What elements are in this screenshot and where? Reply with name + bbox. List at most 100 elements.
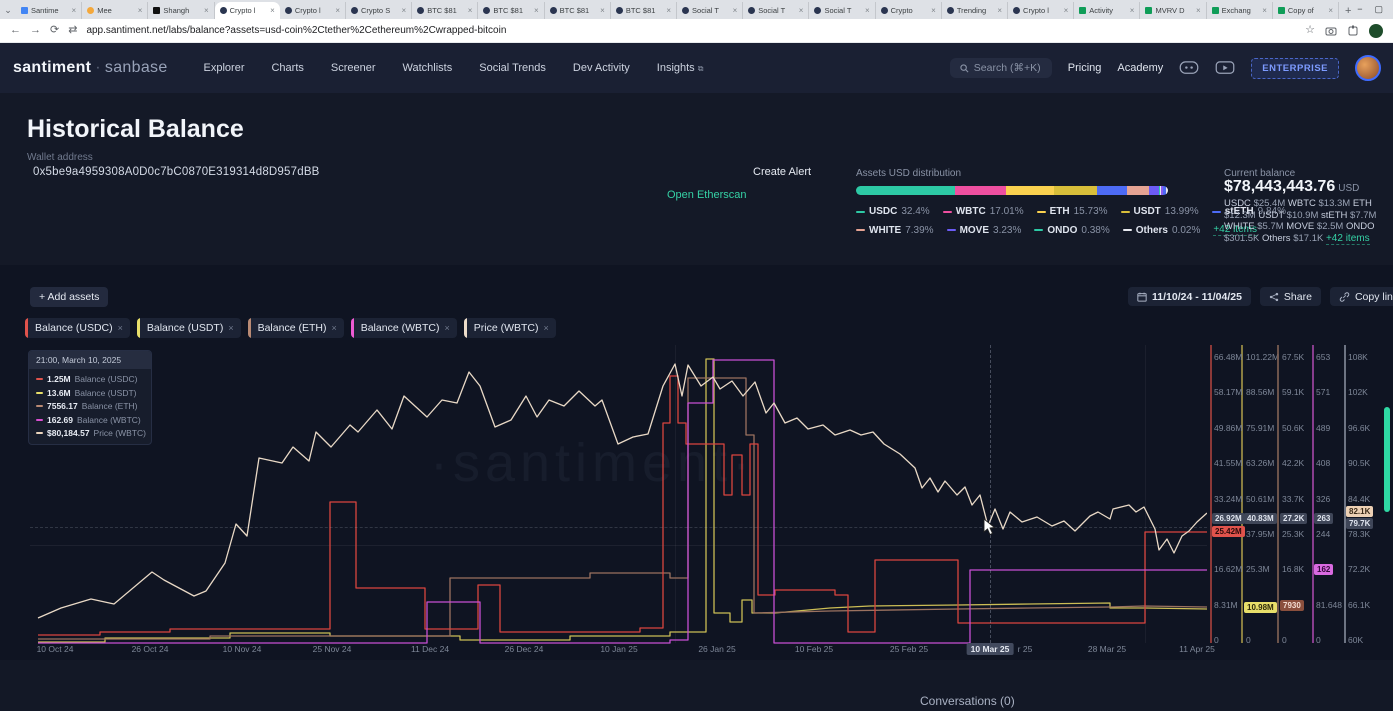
discord-icon[interactable] bbox=[1179, 61, 1199, 75]
create-alert-button[interactable]: Create Alert bbox=[753, 166, 811, 178]
santiment-sanbase-logo[interactable]: santiment·sanbase bbox=[13, 59, 168, 77]
tab-close-icon[interactable]: × bbox=[335, 7, 340, 15]
browser-tab[interactable]: Exchang× bbox=[1207, 2, 1273, 19]
tab-close-icon[interactable]: × bbox=[72, 7, 77, 15]
metric-chip-price-wbtc-[interactable]: Price (WBTC)× bbox=[464, 318, 556, 338]
browser-tab[interactable]: Trending× bbox=[942, 2, 1008, 19]
chip-remove-icon[interactable]: × bbox=[228, 323, 240, 333]
share-button[interactable]: Share bbox=[1260, 287, 1321, 306]
back-icon[interactable]: ← bbox=[10, 25, 21, 36]
tab-close-icon[interactable]: × bbox=[666, 7, 671, 15]
chip-remove-icon[interactable]: × bbox=[331, 323, 343, 333]
chip-remove-icon[interactable]: × bbox=[118, 323, 130, 333]
chip-remove-icon[interactable]: × bbox=[444, 323, 456, 333]
browser-tab[interactable]: Social T× bbox=[743, 2, 809, 19]
historical-balance-chart[interactable] bbox=[30, 345, 1207, 645]
nav-item-insights[interactable]: Insights⧉ bbox=[657, 62, 704, 74]
tab-close-icon[interactable]: × bbox=[865, 7, 870, 15]
tab-close-icon[interactable]: × bbox=[1262, 7, 1267, 15]
date-range-picker[interactable]: 11/10/24 - 11/04/25 bbox=[1128, 287, 1251, 306]
enterprise-button[interactable]: ENTERPRISE bbox=[1251, 58, 1339, 79]
browser-tab[interactable]: Crypto× bbox=[876, 2, 942, 19]
browser-tab[interactable]: Shangh× bbox=[148, 2, 214, 19]
tab-search-chevron-icon[interactable]: ⌄ bbox=[0, 5, 16, 19]
browser-tab[interactable]: BTC $81× bbox=[545, 2, 611, 19]
window-restore-button[interactable]: ▢ bbox=[1374, 4, 1383, 15]
nav-item-social-trends[interactable]: Social Trends bbox=[479, 62, 546, 74]
browser-tab[interactable]: BTC $81× bbox=[611, 2, 677, 19]
tab-close-icon[interactable]: × bbox=[997, 7, 1002, 15]
legend-asset-pct: 0.02% bbox=[1172, 225, 1200, 236]
tab-favicon bbox=[483, 7, 490, 14]
browser-tab[interactable]: Social T× bbox=[809, 2, 875, 19]
legend-dash-icon bbox=[1121, 211, 1130, 213]
balance-value: $78,443,443.76 bbox=[1224, 178, 1335, 195]
browser-tab[interactable]: Copy of× bbox=[1273, 2, 1339, 19]
nav-item-charts[interactable]: Charts bbox=[271, 62, 303, 74]
metric-chip-balance-usdt-[interactable]: Balance (USDT)× bbox=[137, 318, 241, 338]
metric-chip-balance-wbtc-[interactable]: Balance (WBTC)× bbox=[351, 318, 457, 338]
browser-tab[interactable]: MVRV D× bbox=[1140, 2, 1206, 19]
nav-item-explorer[interactable]: Explorer bbox=[204, 62, 245, 74]
tab-close-icon[interactable]: × bbox=[402, 7, 407, 15]
tab-close-icon[interactable]: × bbox=[138, 7, 143, 15]
tab-close-icon[interactable]: × bbox=[534, 7, 539, 15]
browser-tab[interactable]: Crypto l× bbox=[1008, 2, 1074, 19]
extensions-icon[interactable] bbox=[1347, 25, 1359, 37]
browser-tab[interactable]: Santime× bbox=[16, 2, 82, 19]
search-input[interactable]: Search (⌘+K) bbox=[950, 58, 1052, 78]
chip-remove-icon[interactable]: × bbox=[544, 323, 556, 333]
forward-icon[interactable]: → bbox=[30, 25, 41, 36]
browser-tab[interactable]: Activity× bbox=[1074, 2, 1140, 19]
browser-tab[interactable]: BTC $81× bbox=[412, 2, 478, 19]
bookmark-star-icon[interactable]: ☆ bbox=[1305, 25, 1315, 36]
tab-title: Social T bbox=[758, 6, 796, 15]
tab-close-icon[interactable]: × bbox=[1328, 7, 1333, 15]
tab-close-icon[interactable]: × bbox=[799, 7, 804, 15]
metric-chip-balance-eth-[interactable]: Balance (ETH)× bbox=[248, 318, 344, 338]
tab-close-icon[interactable]: × bbox=[270, 7, 275, 15]
tab-close-icon[interactable]: × bbox=[733, 7, 738, 15]
y-axis-line-wbtc bbox=[1312, 345, 1314, 643]
browser-tab[interactable]: Social T× bbox=[677, 2, 743, 19]
distribution-legend-row2: WHITE7.39%MOVE3.23%ONDO0.38%Others0.02%+… bbox=[856, 224, 1257, 236]
youtube-icon[interactable] bbox=[1215, 61, 1235, 75]
open-etherscan-link[interactable]: Open Etherscan bbox=[667, 189, 747, 201]
tab-close-icon[interactable]: × bbox=[204, 7, 209, 15]
window-minimize-button[interactable]: − bbox=[1357, 4, 1362, 15]
tab-close-icon[interactable]: × bbox=[1130, 7, 1135, 15]
conversations-link[interactable]: Conversations (0) bbox=[920, 694, 1015, 708]
browser-tab[interactable]: Mee× bbox=[82, 2, 148, 19]
y-axis-tick: 42.2K bbox=[1282, 458, 1304, 468]
new-tab-button[interactable]: + bbox=[1339, 5, 1357, 19]
tab-title: Activity bbox=[1089, 6, 1127, 15]
browser-tab[interactable]: BTC $81× bbox=[478, 2, 544, 19]
camera-icon[interactable] bbox=[1325, 25, 1337, 37]
chart-scroll-handle[interactable] bbox=[1384, 407, 1390, 512]
browser-tab[interactable]: Crypto S× bbox=[346, 2, 412, 19]
tab-close-icon[interactable]: × bbox=[931, 7, 936, 15]
add-assets-button[interactable]: + Add assets bbox=[30, 287, 108, 307]
nav-academy[interactable]: Academy bbox=[1117, 62, 1163, 74]
balance-more-items-link[interactable]: +42 items bbox=[1326, 233, 1370, 245]
browser-tab[interactable]: Crypto l× bbox=[215, 2, 280, 19]
nav-item-watchlists[interactable]: Watchlists bbox=[403, 62, 453, 74]
tab-close-icon[interactable]: × bbox=[1064, 7, 1069, 15]
nav-pricing[interactable]: Pricing bbox=[1068, 62, 1102, 74]
tab-close-icon[interactable]: × bbox=[600, 7, 605, 15]
user-avatar[interactable] bbox=[1355, 55, 1381, 81]
nav-item-dev-activity[interactable]: Dev Activity bbox=[573, 62, 630, 74]
browser-tab[interactable]: Crypto l× bbox=[280, 2, 346, 19]
wallet-address-value[interactable]: 0x5be9a4959308A0D0c7bC0870E319314d8D957d… bbox=[33, 166, 320, 178]
url-bar[interactable]: app.santiment.net/labs/balance?assets=us… bbox=[86, 25, 1296, 36]
site-info-icon[interactable]: ⇄ bbox=[68, 25, 77, 36]
tab-close-icon[interactable]: × bbox=[468, 7, 473, 15]
tab-close-icon[interactable]: × bbox=[1196, 7, 1201, 15]
reload-icon[interactable]: ⟳ bbox=[50, 25, 59, 36]
nav-item-screener[interactable]: Screener bbox=[331, 62, 376, 74]
copy-link-button[interactable]: Copy link bbox=[1330, 287, 1393, 306]
metric-chip-balance-usdc-[interactable]: Balance (USDC)× bbox=[25, 318, 130, 338]
tooltip-value: 1.25M bbox=[47, 374, 71, 384]
browser-profile-avatar[interactable] bbox=[1369, 24, 1383, 38]
y-axis-tick: 0 bbox=[1246, 635, 1251, 645]
